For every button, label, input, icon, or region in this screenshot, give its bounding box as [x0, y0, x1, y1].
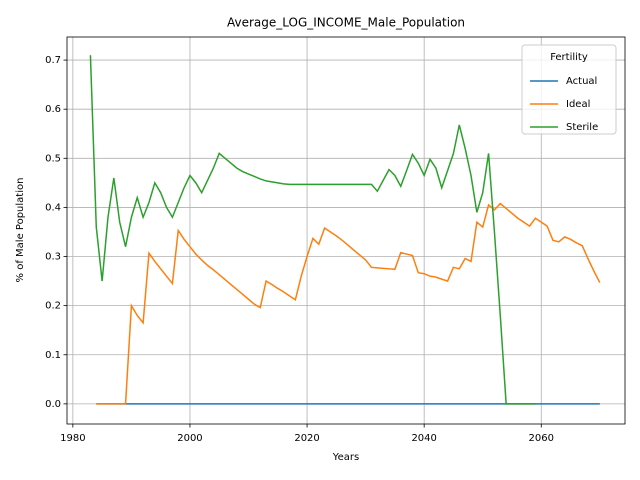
x-tick-label: 2060 — [529, 433, 554, 444]
x-tick-label: 2040 — [411, 433, 436, 444]
x-tick-label: 2020 — [294, 433, 319, 444]
plot-frame — [66, 36, 626, 425]
y-tick-label: 0.0 — [45, 399, 61, 410]
legend-label: Actual — [566, 76, 597, 87]
y-tick-label: 0.5 — [45, 153, 61, 164]
y-tick-label: 0.7 — [45, 55, 61, 66]
y-tick-label: 0.4 — [45, 202, 61, 213]
legend-title: Fertility — [550, 52, 588, 63]
y-axis-label: % of Male Population — [15, 178, 26, 283]
y-tick-label: 0.3 — [45, 252, 61, 263]
series-line — [89, 55, 536, 405]
y-tick-label: 0.2 — [45, 301, 61, 312]
series-line — [96, 202, 601, 405]
y-tick-label: 0.6 — [45, 104, 61, 115]
x-tick-label: 2000 — [177, 433, 202, 444]
legend-box — [521, 44, 617, 135]
legend-label: Sterile — [566, 122, 598, 133]
y-tick-label: 0.1 — [45, 350, 61, 361]
chart-title: Average_LOG_INCOME_Male_Population — [227, 16, 465, 30]
x-tick-label: 1980 — [60, 433, 85, 444]
legend-label: Ideal — [566, 99, 590, 110]
x-axis-label: Years — [332, 452, 359, 463]
